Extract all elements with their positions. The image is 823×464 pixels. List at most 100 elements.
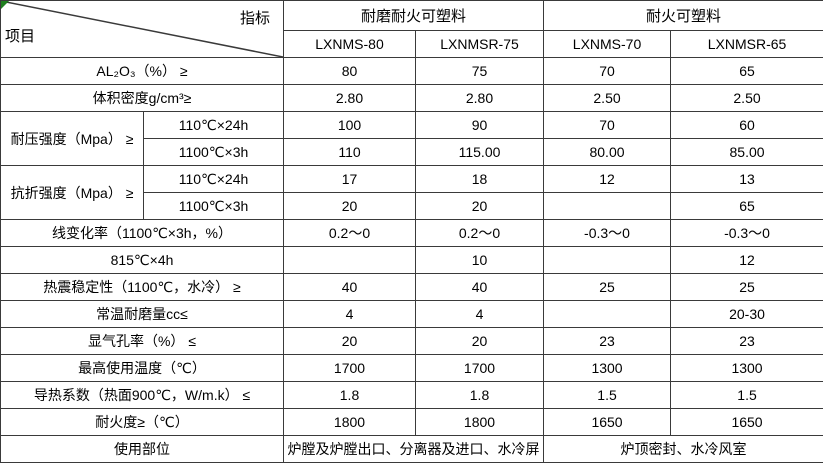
cell-value: 23 <box>670 327 823 355</box>
cell-value <box>543 192 672 220</box>
cell-usage-area-wear: 炉膛及炉膛出口、分离器及进口、水冷屏 <box>282 435 545 463</box>
cell-value: 1.8 <box>414 381 545 409</box>
cell-value: 2.80 <box>414 84 545 112</box>
cell-value: 90 <box>414 111 545 139</box>
cell-value: 10 <box>414 246 545 274</box>
cell-value: 20 <box>283 327 416 355</box>
table-row-refractoriness: 耐火度≥（℃） 1800 1800 1650 1650 <box>0 408 823 436</box>
cell-value: 80 <box>283 57 416 85</box>
table-row-max-service-temp: 最高使用温度（℃） 1700 1700 1300 1300 <box>0 354 823 382</box>
cell-value: 17 <box>283 165 416 193</box>
cell-value: 40 <box>283 273 416 301</box>
header-row-groups: 指标 项目 耐磨耐火可塑料 耐火可塑料 <box>0 0 823 58</box>
row-label-compressive-strength: 耐压强度（Mpa） ≥ <box>0 111 144 166</box>
cell-value: 65 <box>670 57 823 85</box>
cell-value: 20-30 <box>670 300 823 328</box>
cell-value: 25 <box>670 273 823 301</box>
table-row-apparent-porosity: 显气孔率（%） ≤ 20 20 23 23 <box>0 327 823 355</box>
row-label-bulk-density: 体积密度g/cm³≥ <box>0 84 284 112</box>
table-row-flexural-strength-a: 抗折强度（Mpa） ≥ 110℃×24h 17 18 12 13 <box>0 165 823 220</box>
cell-value: 1700 <box>414 354 545 382</box>
cell-value: 25 <box>543 273 672 301</box>
group-header-refractory: 耐火可塑料 <box>543 0 823 31</box>
cell-value: 80.00 <box>543 138 672 166</box>
cell-value: 2.80 <box>283 84 416 112</box>
corner-label-indicator: 指标 <box>239 10 270 27</box>
cell-value: -0.3～0 <box>670 219 823 247</box>
row-label-linear-change: 线变化率（1100℃×3h，%） <box>0 219 284 247</box>
row-label-refractoriness: 耐火度≥（℃） <box>0 408 284 436</box>
cell-usage-area-refractory: 炉顶密封、水冷风室 <box>543 435 823 463</box>
cell-value: 70 <box>543 57 672 85</box>
cell-value: 1800 <box>414 408 545 436</box>
sub-label-1100c-3h: 1100℃×3h <box>143 138 284 166</box>
corner-cell: 指标 项目 <box>0 0 284 58</box>
cell-value: 1300 <box>670 354 823 382</box>
cell-value: 1700 <box>283 354 416 382</box>
row-label-apparent-porosity: 显气孔率（%） ≤ <box>0 327 284 355</box>
sub-label-110c-24h: 110℃×24h <box>143 111 284 139</box>
cell-value: 60 <box>670 111 823 139</box>
cell-value: 70 <box>543 111 672 139</box>
table-row-815c-4h: 815℃×4h 10 12 <box>0 246 823 274</box>
cell-value: 65 <box>670 192 823 220</box>
column-header-lxnms-70: LXNMS-70 <box>543 30 672 58</box>
cell-value <box>283 246 416 274</box>
cell-value: 110 <box>283 138 416 166</box>
cell-value: 4 <box>283 300 416 328</box>
row-label-abrasion-loss: 常温耐磨量cc≤ <box>0 300 284 328</box>
row-label-flexural-strength: 抗折强度（Mpa） ≥ <box>0 165 144 220</box>
cell-value: 18 <box>414 165 545 193</box>
sub-label-1100c-3h: 1100℃×3h <box>143 192 284 220</box>
column-header-lxnmsr-65: LXNMSR-65 <box>670 30 823 58</box>
table-row-thermal-shock: 热震稳定性（1100℃，水冷） ≥ 40 40 25 25 <box>0 273 823 301</box>
row-label-max-service-temp: 最高使用温度（℃） <box>0 354 284 382</box>
column-header-lxnmsr-75: LXNMSR-75 <box>414 30 545 58</box>
table-row-usage-area: 使用部位 炉膛及炉膛出口、分离器及进口、水冷屏 炉顶密封、水冷风室 <box>0 435 823 463</box>
column-header-lxnms-80: LXNMS-80 <box>283 30 416 58</box>
table-row-thermal-conductivity: 导热系数（热面900℃，W/m.k） ≤ 1.8 1.8 1.5 1.5 <box>0 381 823 409</box>
table-row-bulk-density: 体积密度g/cm³≥ 2.80 2.80 2.50 2.50 <box>0 84 823 112</box>
cell-value: 1.5 <box>543 381 672 409</box>
cell-value: 0.2～0 <box>283 219 416 247</box>
cell-value: 1.8 <box>283 381 416 409</box>
row-label-thermal-conductivity: 导热系数（热面900℃，W/m.k） ≤ <box>0 381 284 409</box>
table-row-al2o3: AL₂O₃（%） ≥ 80 75 70 65 <box>0 57 823 85</box>
cell-value: 75 <box>414 57 545 85</box>
row-label-thermal-shock: 热震稳定性（1100℃，水冷） ≥ <box>0 273 284 301</box>
cell-value: 1800 <box>283 408 416 436</box>
cell-value: 100 <box>283 111 416 139</box>
cell-value: 12 <box>670 246 823 274</box>
cell-value <box>543 246 672 274</box>
cell-value: 2.50 <box>670 84 823 112</box>
cell-value: 23 <box>543 327 672 355</box>
corner-flag-icon <box>1 1 9 9</box>
cell-value <box>543 300 672 328</box>
cell-value: 115.00 <box>414 138 545 166</box>
cell-value: 20 <box>414 192 545 220</box>
cell-value: 20 <box>283 192 416 220</box>
row-label-usage-area: 使用部位 <box>0 435 284 463</box>
diagonal-divider <box>1 1 283 57</box>
cell-value: 13 <box>670 165 823 193</box>
cell-value: 1650 <box>543 408 672 436</box>
cell-value: 1.5 <box>670 381 823 409</box>
corner-label-item: 项目 <box>5 28 36 45</box>
cell-value: 1650 <box>670 408 823 436</box>
cell-value: 20 <box>414 327 545 355</box>
table-row-compressive-strength-b: 1100℃×3h 110 115.00 80.00 85.00 <box>1 138 823 166</box>
sub-label-110c-24h: 110℃×24h <box>143 165 284 193</box>
row-label-al2o3: AL₂O₃（%） ≥ <box>0 57 284 85</box>
table-row-compressive-strength-a: 耐压强度（Mpa） ≥ 110℃×24h 100 90 70 60 <box>0 111 823 166</box>
row-label-815c-4h: 815℃×4h <box>0 246 284 274</box>
cell-value: 12 <box>543 165 672 193</box>
cell-value: 0.2～0 <box>414 219 545 247</box>
cell-value: -0.3～0 <box>543 219 672 247</box>
group-header-wear-refractory: 耐磨耐火可塑料 <box>282 0 545 31</box>
cell-value: 1300 <box>543 354 672 382</box>
table-row-abrasion-loss: 常温耐磨量cc≤ 4 4 20-30 <box>0 300 823 328</box>
table-row-linear-change: 线变化率（1100℃×3h，%） 0.2～0 0.2～0 -0.3～0 -0.3… <box>0 219 823 247</box>
cell-value: 40 <box>414 273 545 301</box>
cell-value: 85.00 <box>670 138 823 166</box>
